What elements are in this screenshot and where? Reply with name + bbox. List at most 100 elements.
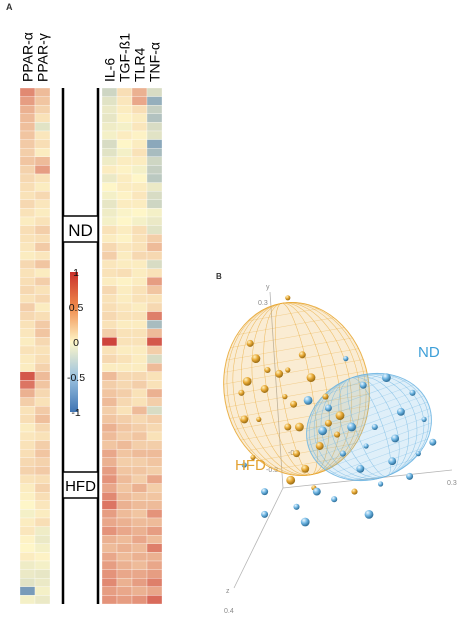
heatmap-cell	[131, 191, 148, 200]
heatmap-cell	[116, 560, 133, 570]
panel-b: B y 0.3 -0.1 -0.3 0.3 z 0.4 HFD ND	[216, 272, 457, 615]
heatmap-cell	[131, 259, 148, 269]
heatmap-cell	[34, 302, 51, 312]
heatmap-cell	[19, 474, 36, 484]
heatmap-cell	[116, 130, 133, 140]
ellipsoid-meridian	[309, 373, 429, 481]
heatmap-cell	[19, 397, 36, 407]
heatmap-cell	[146, 277, 163, 286]
nd-point	[303, 396, 313, 405]
heatmap-cell	[146, 294, 163, 304]
heatmap-cell	[146, 320, 163, 329]
nd-point	[293, 503, 300, 510]
ellipsoid-parallel	[310, 408, 431, 453]
ellipsoid-parallel	[226, 337, 353, 361]
heatmap-cell	[116, 431, 133, 441]
ellipsoid-meridian	[320, 375, 418, 479]
heatmap-cell	[116, 139, 133, 149]
heatmap-cell	[101, 414, 118, 424]
heatmap-cell	[116, 457, 133, 467]
heatmap-cell	[131, 105, 148, 114]
heatmap-cell	[101, 388, 118, 398]
legend-hfd: HFD	[235, 457, 266, 474]
heatmap-cell	[101, 397, 118, 407]
heatmap-cell	[19, 251, 36, 261]
heatmap-cell	[101, 268, 118, 278]
heatmap-cell	[19, 105, 36, 114]
heatmap-cell	[19, 96, 36, 106]
heatmap-cell	[146, 130, 163, 140]
ellipsoid-parallel	[229, 393, 370, 419]
heatmap-cell	[19, 337, 36, 347]
heatmap-cell	[19, 302, 36, 312]
heatmap-cell	[34, 595, 51, 605]
hfd-point	[275, 369, 284, 378]
heatmap-cell	[116, 578, 133, 587]
heatmap-cell	[101, 165, 118, 175]
heatmap-cell	[19, 423, 36, 433]
heatmap-cell	[101, 182, 118, 192]
ellipsoid-meridian	[263, 302, 330, 476]
heatmap-cell	[34, 173, 51, 183]
heatmap-cell	[101, 431, 118, 441]
heatmap-cell	[101, 595, 118, 605]
heatmap-cell	[131, 363, 148, 372]
heatmap-cell	[116, 363, 133, 372]
heatmap-cell	[19, 345, 36, 355]
heatmap-cell	[34, 182, 51, 192]
colorbar-tick-label: -0.5	[67, 372, 85, 384]
heatmap-cell	[131, 371, 148, 381]
heatmap-cell	[19, 242, 36, 252]
heatmap-cell	[146, 173, 163, 183]
heatmap-cell	[19, 560, 36, 570]
heatmap-cell	[131, 165, 148, 175]
heatmap-cell	[101, 251, 118, 261]
ellipsoid-parallel	[341, 447, 423, 479]
nd-point	[409, 389, 416, 396]
nd-point	[347, 422, 356, 432]
panel-a: A PPAR-α PPAR-γ IL-6 TGF-ß1 TLR4 TNF-α ND HF…	[6, 2, 163, 605]
heatmap-cell	[34, 320, 51, 329]
heatmap-cell	[131, 251, 148, 261]
heatmap-cell	[131, 320, 148, 329]
heatmap-cell	[131, 277, 148, 286]
heatmap-cell	[34, 259, 51, 269]
heatmap-cell	[131, 397, 148, 407]
heatmap-cell	[19, 122, 36, 132]
heatmap-cell	[19, 277, 36, 286]
nd-point	[406, 472, 414, 480]
heatmap-cell	[19, 388, 36, 398]
ellipsoid-parallel	[240, 417, 367, 441]
heatmap-cell	[34, 492, 51, 501]
heatmap-cell	[146, 122, 163, 132]
heatmap-cell	[34, 251, 51, 261]
heatmap-cell	[146, 431, 163, 441]
heatmap-cell	[116, 535, 133, 544]
ellipsoid-parallel	[307, 384, 414, 424]
heatmap-cell	[34, 208, 51, 218]
heatmap-cell	[101, 96, 118, 106]
heatmap-cell	[131, 406, 148, 415]
heatmap-cell	[34, 294, 51, 304]
ellipsoid-meridian	[223, 302, 370, 476]
colorbar-ticks: 1 0.5 0 -0.5 -1	[67, 267, 85, 419]
ellipsoid-meridian	[226, 302, 367, 476]
heatmap-cell	[34, 535, 51, 544]
heatmap-cell	[116, 449, 133, 458]
heatmap-cell	[101, 113, 118, 123]
heatmap-cell	[101, 500, 118, 510]
hfd-point	[285, 367, 291, 373]
heatmap-cell	[101, 543, 118, 553]
heatmap-cell	[116, 242, 133, 252]
heatmap-cell	[34, 526, 51, 536]
heatmap-cell	[116, 397, 133, 407]
heatmap-cell	[116, 474, 133, 484]
heatmap-cell	[101, 483, 118, 493]
heatmap-cell	[19, 595, 36, 605]
heatmap-cell	[34, 87, 51, 97]
heatmap-cell	[131, 242, 148, 252]
heatmap-cell	[19, 414, 36, 424]
heatmap-cell	[19, 406, 36, 415]
heatmap-cell	[34, 440, 51, 450]
ellipsoid-meridian	[275, 303, 318, 475]
